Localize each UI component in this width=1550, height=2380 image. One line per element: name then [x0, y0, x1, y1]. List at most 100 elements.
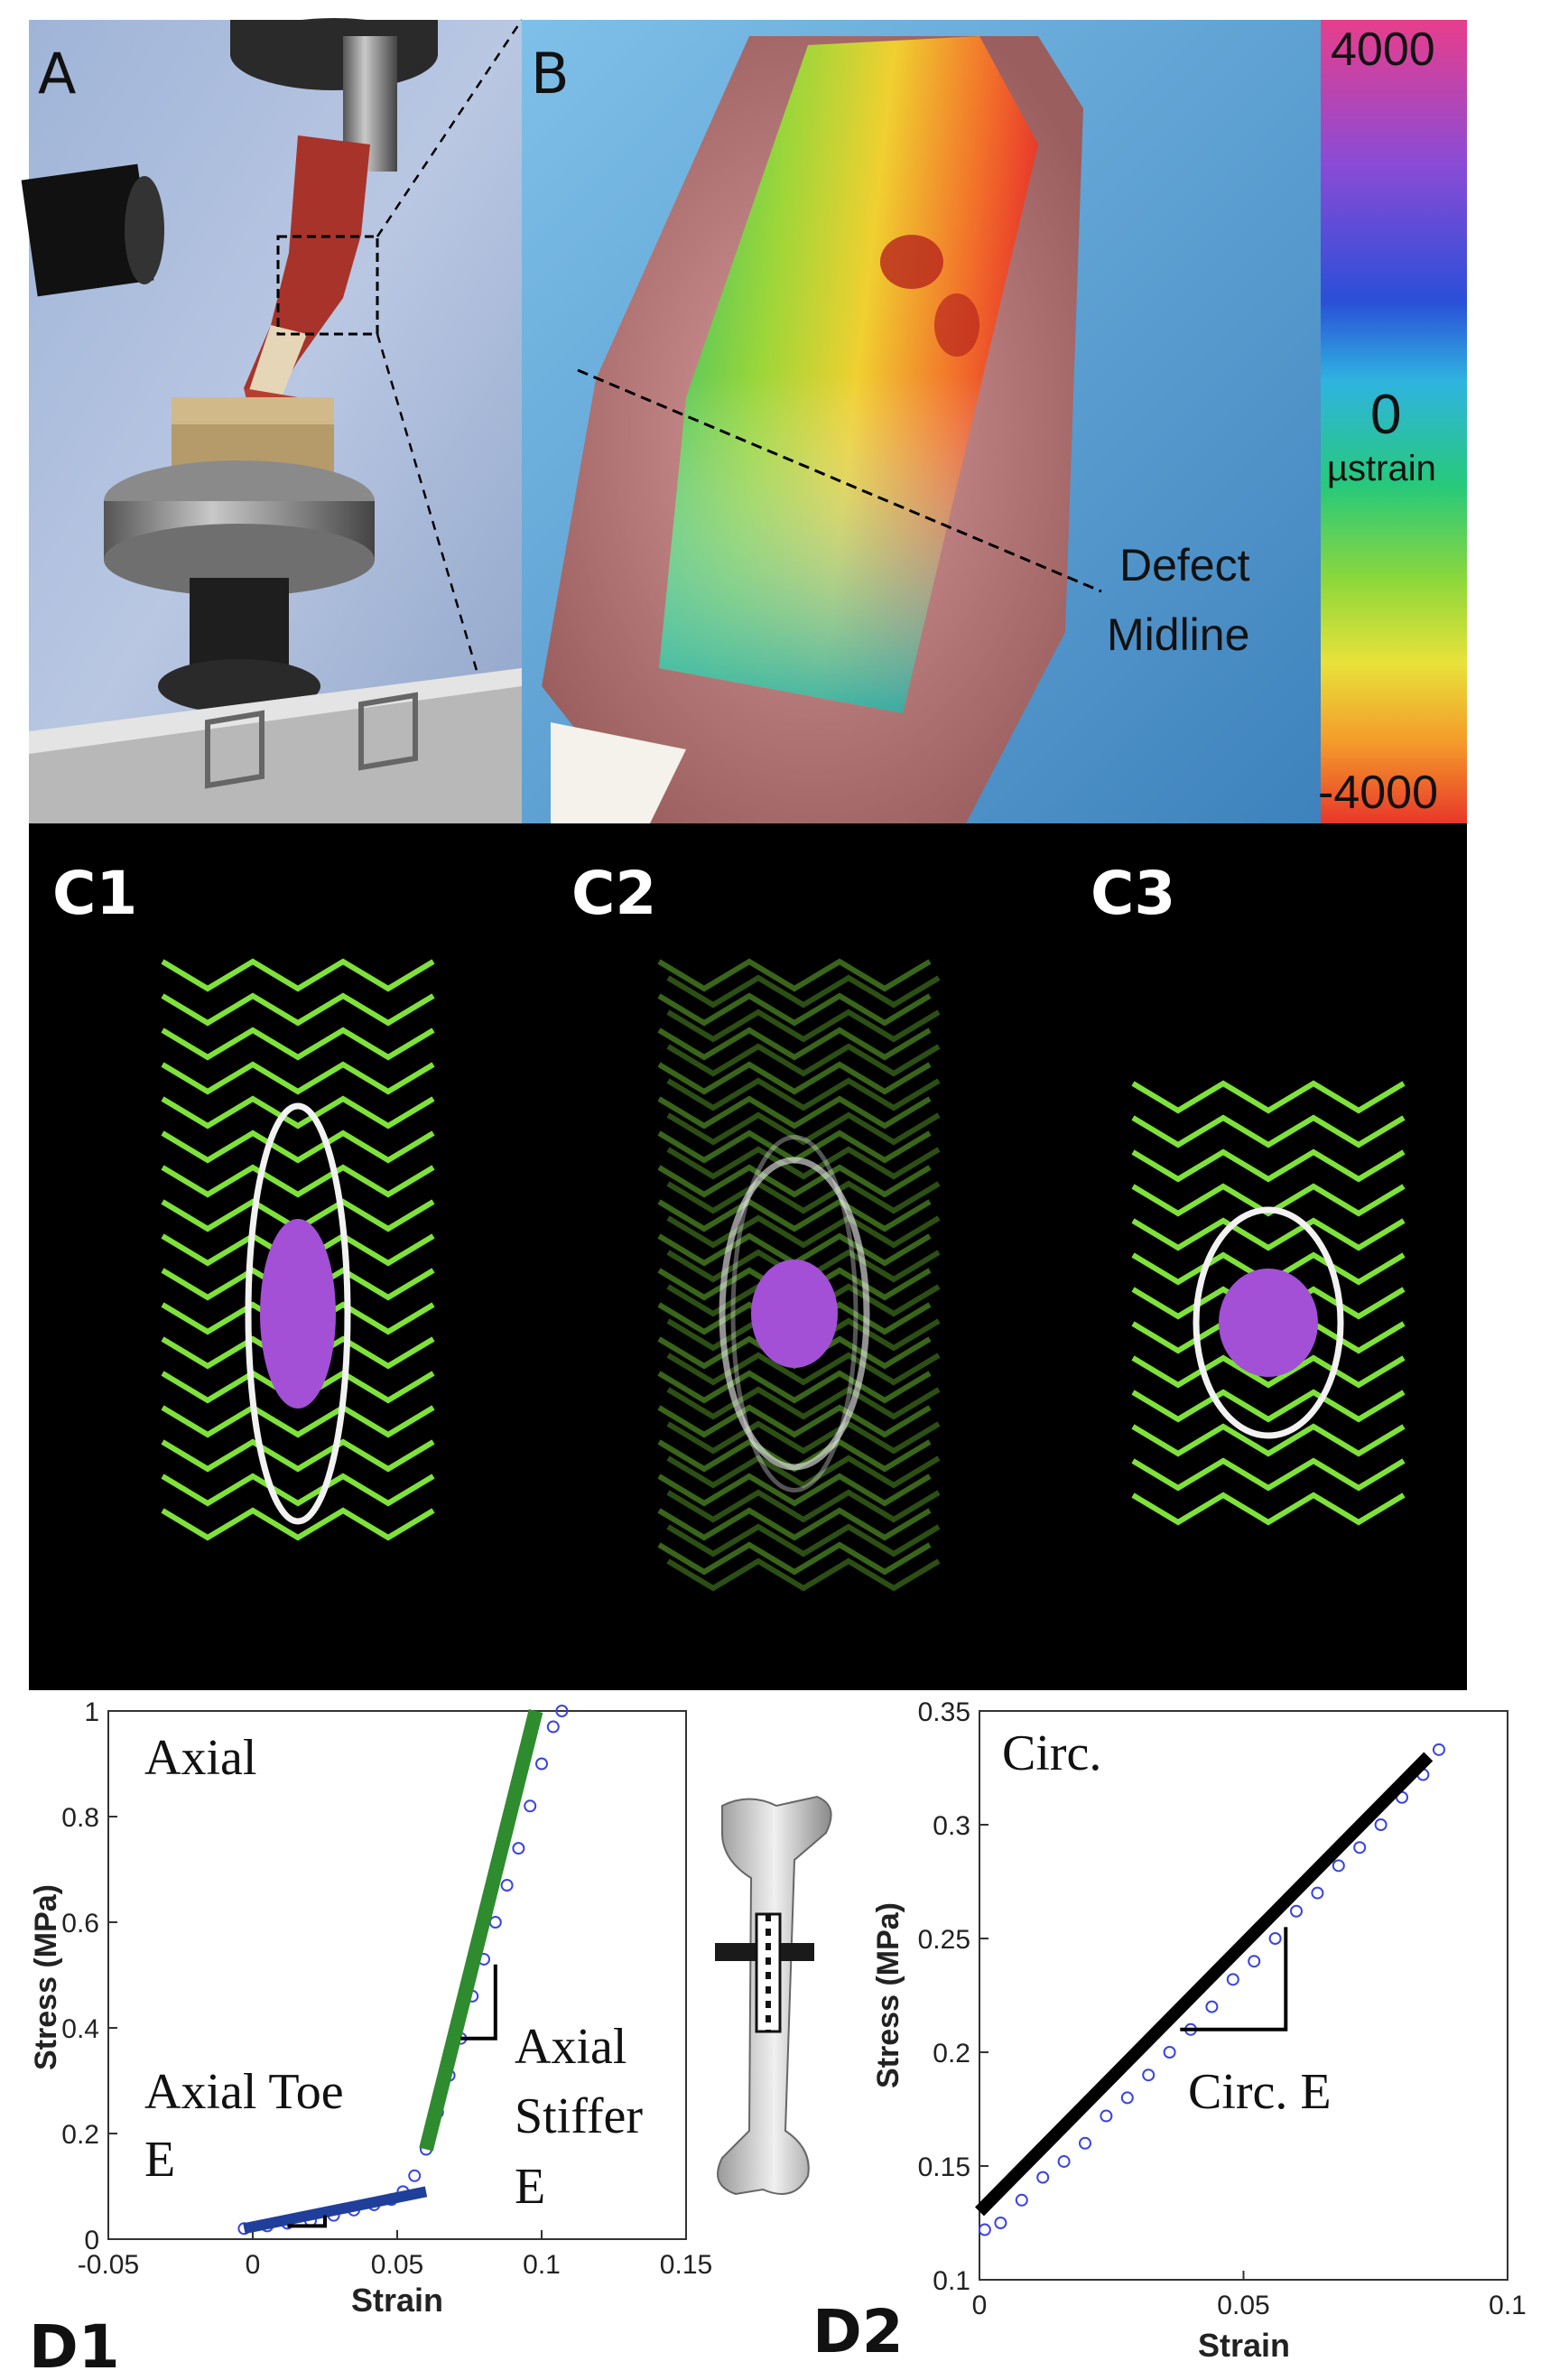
spring-zigzag: [657, 1061, 932, 1095]
spring-zigzag-ghost: [666, 1009, 941, 1043]
d1-xlabel: Strain: [351, 2282, 443, 2319]
circ-fit-line: [975, 1752, 1434, 2217]
spring-zigzag: [161, 1438, 435, 1473]
panel-b-label: B: [531, 41, 570, 107]
spring-zigzag: [161, 1130, 435, 1164]
panel-d1-chart: Axial Axial Toe E Axial Stiffer E Stress…: [29, 1697, 712, 2319]
circ-slope-marker: [1180, 1927, 1288, 2031]
data-point: [546, 1720, 560, 1734]
y-tick-label: 0.2: [61, 2120, 99, 2150]
spring-zigzag: [657, 1404, 932, 1438]
data-point: [1100, 2109, 1113, 2123]
midline-label: Midline: [1107, 609, 1249, 660]
spring-zigzag-ghost: [666, 1489, 941, 1523]
colorbar-zero: 0: [1370, 384, 1401, 446]
spring-zigzag: [657, 1473, 932, 1507]
data-point: [1268, 1932, 1282, 1945]
spring-zigzag: [161, 1164, 435, 1198]
x-tick-label: 0.1: [523, 2250, 561, 2280]
spring-zigzag: [657, 1370, 932, 1404]
spring-zigzag-ghost: [666, 1386, 941, 1420]
d2-slope-label: Circ. E: [1188, 2064, 1332, 2120]
y-tick-label: 0.6: [61, 1909, 99, 1938]
data-point: [524, 1799, 537, 1813]
defect-core: [1219, 1269, 1318, 1377]
data-point: [1120, 2091, 1134, 2105]
spring-zigzag: [657, 1095, 932, 1130]
data-point: [1226, 1973, 1239, 1986]
x-tick-label: 0.05: [1217, 2291, 1269, 2320]
spring-zigzag: [657, 992, 932, 1027]
spring-zigzag-ghost: [666, 1352, 941, 1386]
panel-c2-label: C2: [571, 859, 656, 928]
x-tick-label: 0: [246, 2250, 261, 2280]
d1-title: Axial: [144, 1730, 256, 1786]
spring-zigzag: [161, 958, 435, 992]
x-tick-label: 0.1: [1489, 2291, 1527, 2320]
y-tick-label: 0.1: [933, 2266, 970, 2296]
d1-toe-label-2: E: [144, 2132, 175, 2188]
spring-zigzag: [1131, 1457, 1406, 1492]
data-point: [1142, 2069, 1156, 2082]
colorbar-unit: µstrain: [1327, 449, 1436, 488]
data-point: [1290, 1904, 1303, 1918]
defect-boundary-ghost: [730, 1135, 859, 1492]
stiff-slope-marker: [460, 1964, 497, 2041]
data-point: [1332, 1859, 1345, 1873]
x-tick-label: -0.05: [78, 2250, 139, 2280]
panel-c2-diagram: [657, 958, 941, 1592]
y-tick-label: 0.2: [933, 2039, 970, 2069]
panel-c3-diagram: [1131, 1080, 1406, 1526]
spring-zigzag: [657, 1541, 932, 1576]
defect-core: [260, 1219, 336, 1408]
y-tick-label: 0.35: [918, 1697, 970, 1727]
spring-zigzag: [1131, 1183, 1406, 1217]
d1-toe-label-1: Axial Toe: [144, 2064, 344, 2120]
data-point: [1036, 2171, 1050, 2184]
data-point: [994, 2217, 1007, 2229]
spring-zigzag-ghost: [666, 1523, 941, 1557]
d2-ylabel: Stress (MPa): [871, 1902, 905, 2088]
defect-boundary-ellipse: [1193, 1206, 1344, 1439]
spring-zigzag: [1131, 1080, 1406, 1114]
y-tick-label: 0.3: [933, 1811, 970, 1841]
data-point: [535, 1757, 548, 1771]
y-tick-label: 0.8: [61, 1803, 99, 1833]
toe-fit-line: [243, 2186, 428, 2235]
toe-slope-marker: [287, 2215, 327, 2228]
spring-zigzag-ghost: [666, 1420, 941, 1455]
d2-xlabel: Strain: [1198, 2327, 1290, 2364]
data-point: [1057, 2154, 1071, 2168]
spring-zigzag-ghost: [666, 1111, 941, 1146]
spring-zigzag: [657, 1027, 932, 1061]
d1-stiff-label-3: E: [515, 2159, 545, 2215]
spring-zigzag-ghost: [666, 974, 941, 1009]
spring-zigzag: [1131, 1114, 1406, 1148]
panel-d2-chart: Circ. Circ. E Stress (MPa) Strain 0 0.05 0…: [871, 1697, 1527, 2364]
spring-zigzag-ghost: [666, 1214, 941, 1249]
d1-plot-frame: [107, 1710, 687, 2240]
data-point: [1163, 2046, 1176, 2059]
panel-d1-label: D1: [29, 2312, 120, 2380]
data-point: [555, 1705, 569, 1717]
spring-zigzag: [1131, 1423, 1406, 1457]
spring-zigzag: [657, 958, 932, 992]
y-tick-label: 0.4: [61, 2014, 99, 2044]
d1-ylabel: Stress (MPa): [29, 1884, 63, 2070]
stiff-fit-line: [419, 1709, 543, 2152]
spring-zigzag-ghost: [666, 1455, 941, 1489]
spring-zigzag: [161, 1061, 435, 1095]
spring-zigzag-ghost: [666, 1146, 941, 1180]
spring-zigzag-ghost: [666, 1043, 941, 1077]
x-tick-label: 0.05: [371, 2250, 423, 2280]
spring-zigzag: [657, 1507, 932, 1541]
spring-zigzag-ghost: [666, 1180, 941, 1214]
spring-zigzag: [1131, 1148, 1406, 1183]
panel-d2-label: D2: [812, 2297, 904, 2366]
data-point: [500, 1879, 514, 1892]
y-tick-label: 1: [84, 1697, 99, 1727]
spring-zigzag: [161, 1404, 435, 1438]
defect-boundary-ellipse: [719, 1157, 870, 1471]
y-tick-label: 0.15: [918, 2152, 970, 2182]
data-point: [1432, 1743, 1445, 1756]
